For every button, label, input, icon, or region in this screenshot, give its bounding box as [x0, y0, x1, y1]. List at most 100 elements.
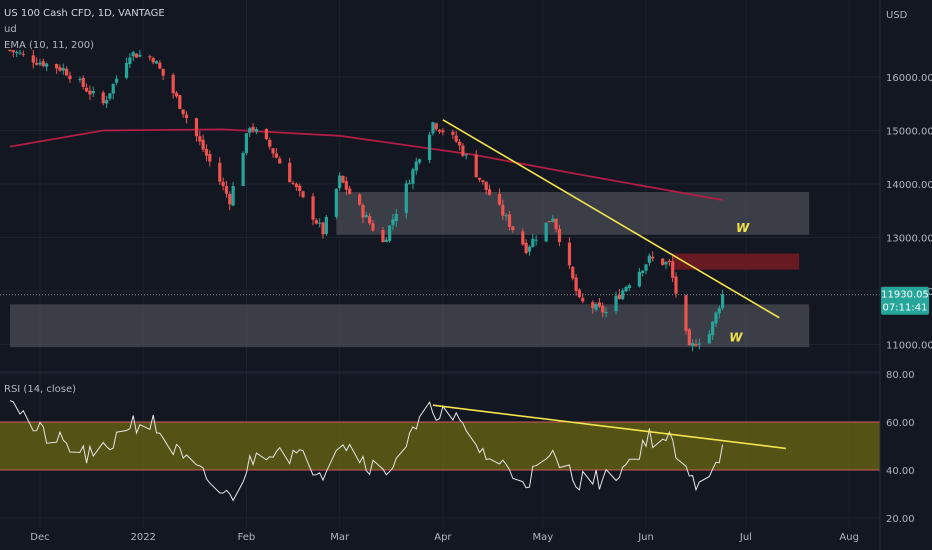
candle[interactable]	[621, 290, 625, 300]
candle[interactable]	[251, 126, 255, 131]
candle[interactable]	[228, 194, 232, 205]
candle[interactable]	[637, 271, 641, 287]
candle[interactable]	[301, 191, 305, 198]
candle[interactable]	[198, 136, 202, 142]
candle[interactable]	[484, 181, 488, 190]
candle[interactable]	[707, 334, 711, 344]
candle[interactable]	[194, 118, 199, 137]
candle[interactable]	[204, 148, 209, 156]
candle[interactable]	[58, 67, 62, 71]
candle[interactable]	[661, 258, 665, 265]
candle[interactable]	[641, 270, 645, 273]
candle[interactable]	[244, 133, 249, 153]
candle[interactable]	[21, 53, 25, 55]
candle[interactable]	[697, 343, 701, 345]
candle[interactable]	[647, 255, 651, 263]
candle[interactable]	[278, 158, 282, 164]
candle[interactable]	[384, 239, 388, 243]
rsi-indicator-label[interactable]: RSI (14, close)	[4, 384, 77, 395]
candle[interactable]	[18, 52, 22, 54]
candle[interactable]	[547, 221, 552, 223]
candle[interactable]	[617, 294, 621, 299]
candle[interactable]	[88, 90, 92, 95]
candle[interactable]	[101, 92, 105, 104]
candle[interactable]	[124, 62, 129, 78]
candle[interactable]	[11, 50, 15, 53]
candle[interactable]	[178, 95, 182, 109]
candle[interactable]	[417, 159, 422, 163]
candle[interactable]	[551, 218, 555, 222]
candle[interactable]	[527, 246, 532, 252]
candle[interactable]	[344, 181, 348, 190]
candle[interactable]	[78, 79, 82, 81]
candle[interactable]	[248, 128, 252, 133]
candle[interactable]	[35, 62, 39, 65]
candle[interactable]	[381, 229, 385, 243]
symbol-title[interactable]: US 100 Cash CFD, 1D, VANTAGE	[4, 8, 165, 19]
rsi-trendline[interactable]	[432, 404, 786, 450]
candle[interactable]	[111, 83, 115, 94]
candle[interactable]	[414, 161, 418, 171]
candle[interactable]	[148, 56, 152, 58]
candle[interactable]	[487, 189, 492, 195]
candle[interactable]	[358, 194, 362, 205]
price-trendline[interactable]	[442, 119, 780, 319]
candle[interactable]	[451, 131, 455, 135]
candle[interactable]	[15, 52, 19, 54]
candle[interactable]	[461, 145, 465, 156]
candle[interactable]	[601, 305, 605, 313]
candle[interactable]	[114, 78, 119, 83]
ema-indicator-label[interactable]: EMA (10, 11, 200)	[4, 40, 95, 51]
candle[interactable]	[65, 68, 69, 76]
candle[interactable]	[341, 175, 345, 183]
candle[interactable]	[464, 154, 468, 156]
candle[interactable]	[151, 58, 155, 63]
candle[interactable]	[437, 129, 442, 132]
candle[interactable]	[394, 213, 398, 222]
candle[interactable]	[128, 57, 132, 64]
candle[interactable]	[274, 153, 278, 158]
candle[interactable]	[68, 75, 72, 80]
candle[interactable]	[218, 162, 222, 182]
candle[interactable]	[84, 87, 89, 92]
candle[interactable]	[591, 302, 595, 309]
candle[interactable]	[61, 67, 65, 71]
candle[interactable]	[477, 177, 482, 180]
candle[interactable]	[721, 294, 725, 309]
candle[interactable]	[318, 222, 322, 224]
candle[interactable]	[184, 114, 189, 119]
candle[interactable]	[368, 216, 372, 224]
candle[interactable]	[511, 226, 515, 231]
candle[interactable]	[264, 128, 269, 140]
candle[interactable]	[557, 228, 562, 243]
candle[interactable]	[501, 204, 505, 216]
candle[interactable]	[674, 276, 678, 294]
candle[interactable]	[604, 311, 608, 314]
candle[interactable]	[171, 74, 175, 94]
candle[interactable]	[201, 139, 205, 150]
candle[interactable]	[694, 344, 698, 346]
candle[interactable]	[41, 61, 45, 67]
candle[interactable]	[594, 304, 598, 310]
candle[interactable]	[391, 219, 395, 226]
candle[interactable]	[574, 277, 578, 291]
candle[interactable]	[31, 55, 35, 63]
candle[interactable]	[314, 220, 318, 224]
candle[interactable]	[687, 329, 691, 346]
candle[interactable]	[404, 183, 408, 214]
candle[interactable]	[644, 264, 648, 271]
candle[interactable]	[431, 122, 435, 134]
candle[interactable]	[91, 90, 95, 94]
candle[interactable]	[138, 54, 142, 57]
candle[interactable]	[291, 182, 295, 184]
candle[interactable]	[131, 52, 135, 57]
candle[interactable]	[534, 239, 538, 241]
candle[interactable]	[457, 141, 462, 146]
candle[interactable]	[691, 343, 695, 346]
candle[interactable]	[408, 183, 412, 185]
support-resistance-zone[interactable]	[10, 304, 810, 348]
candle[interactable]	[497, 193, 502, 205]
candle[interactable]	[671, 261, 675, 278]
candle[interactable]	[624, 286, 628, 292]
